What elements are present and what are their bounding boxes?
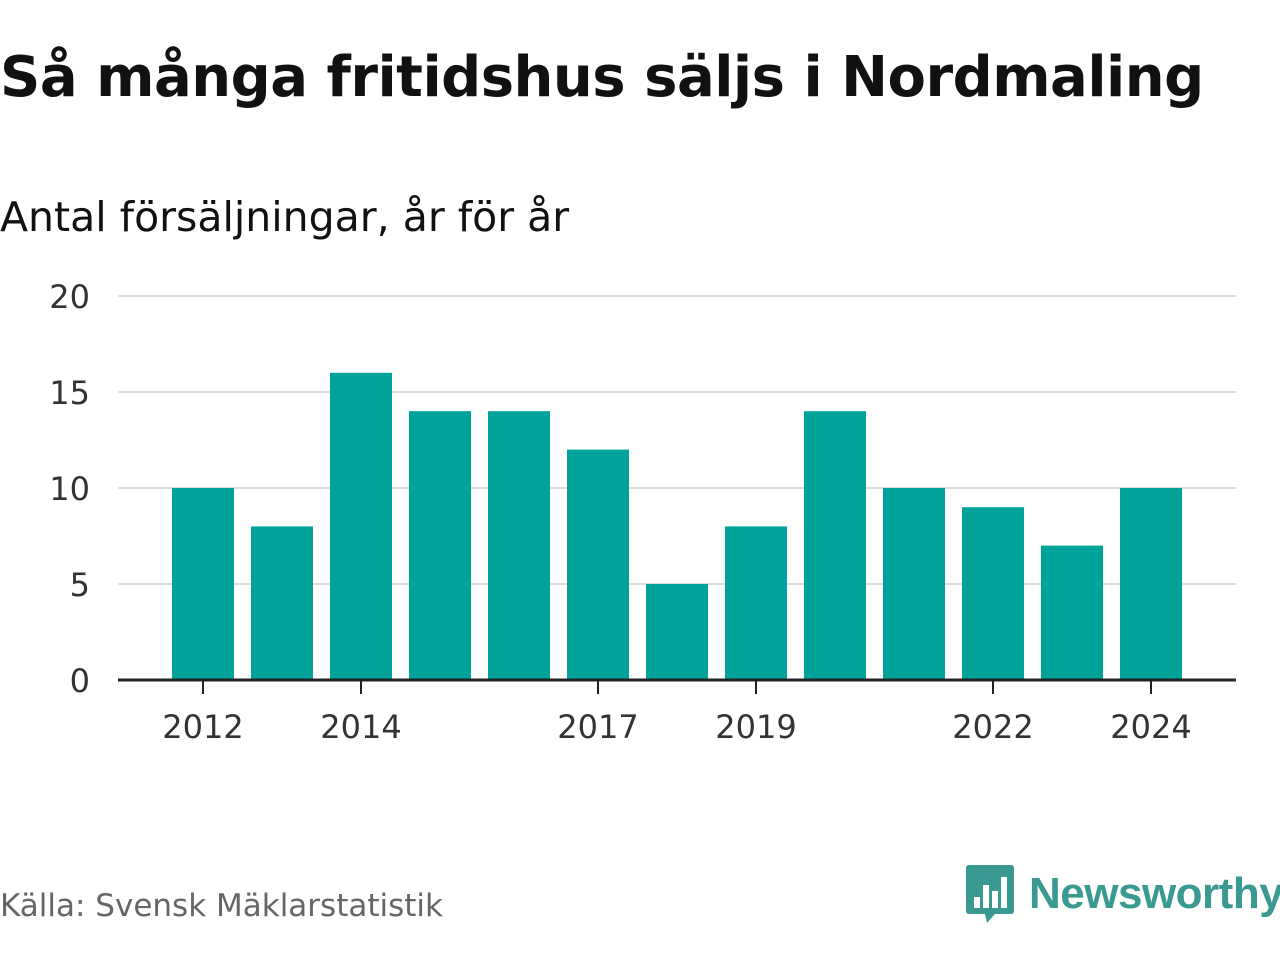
- bar: [725, 526, 787, 680]
- brand-logo[interactable]: Newsworthy: [965, 862, 1280, 926]
- x-tick-label: 2014: [320, 708, 401, 746]
- chart-title: Så många fritidshus säljs i Nordmaling: [0, 45, 1204, 110]
- x-axis-labels: 2012 2014 2017 2019 2022 2024: [162, 708, 1191, 746]
- bar: [172, 488, 234, 680]
- bar: [646, 584, 708, 680]
- bar: [962, 507, 1024, 680]
- x-axis: [118, 678, 1236, 694]
- x-tick-label: 2024: [1110, 708, 1191, 746]
- x-tick-label: 2019: [715, 708, 796, 746]
- x-tick-label: 2022: [952, 708, 1033, 746]
- chart-subtitle: Antal försäljningar, år för år: [0, 193, 570, 241]
- newsworthy-logo-icon: [966, 865, 1014, 923]
- bar: [330, 372, 392, 680]
- bar: [251, 526, 313, 680]
- y-axis-labels: 0 5 10 15 20: [49, 278, 90, 700]
- bar-chart: 0 5 10 15 20 2012 2014 2017 2019 2022 2024: [49, 278, 1236, 746]
- source-note: Källa: Svensk Mäklarstatistik: [0, 888, 443, 924]
- bar: [1041, 545, 1103, 680]
- x-tick-label: 2017: [557, 708, 638, 746]
- bar: [488, 411, 550, 680]
- bars: [172, 372, 1182, 680]
- y-tick-label: 10: [49, 470, 90, 508]
- bar: [567, 449, 629, 680]
- bar: [1120, 488, 1182, 680]
- x-tick-label: 2012: [162, 708, 243, 746]
- bar: [804, 411, 866, 680]
- bar: [883, 488, 945, 680]
- y-tick-label: 5: [70, 566, 90, 604]
- y-tick-label: 15: [49, 374, 90, 412]
- bar: [409, 411, 471, 680]
- y-tick-label: 20: [49, 278, 90, 316]
- y-tick-label: 0: [70, 662, 90, 700]
- brand-name: Newsworthy: [1029, 869, 1280, 918]
